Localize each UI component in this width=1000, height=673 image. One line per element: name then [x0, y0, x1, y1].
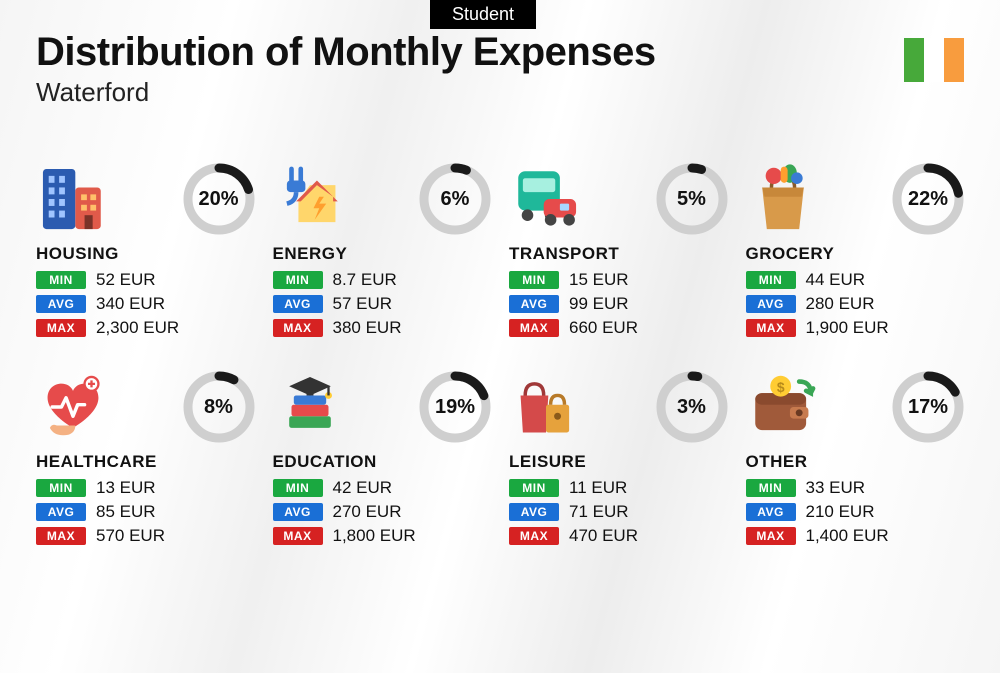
max-badge: MAX	[36, 527, 86, 545]
header: Distribution of Monthly Expenses Waterfo…	[36, 30, 656, 108]
max-badge: MAX	[273, 527, 323, 545]
avg-value: 270 EUR	[333, 502, 402, 522]
pct-value: 6%	[419, 163, 491, 235]
min-badge: MIN	[273, 271, 323, 289]
max-value: 470 EUR	[569, 526, 638, 546]
min-badge: MIN	[746, 479, 796, 497]
pct-ring: 17%	[892, 371, 964, 443]
expense-card-education: 19% EDUCATION MIN 42 EUR AVG 270 EUR MAX…	[273, 370, 492, 550]
category-name: ENERGY	[273, 244, 492, 264]
health-icon	[36, 370, 110, 444]
category-name: HEALTHCARE	[36, 452, 255, 472]
max-badge: MAX	[273, 319, 323, 337]
category-name: GROCERY	[746, 244, 965, 264]
max-badge: MAX	[746, 527, 796, 545]
min-value: 42 EUR	[333, 478, 393, 498]
grocery-icon	[746, 162, 820, 236]
max-value: 380 EUR	[333, 318, 402, 338]
avg-value: 280 EUR	[806, 294, 875, 314]
pct-value: 19%	[419, 371, 491, 443]
avg-value: 210 EUR	[806, 502, 875, 522]
pct-ring: 3%	[656, 371, 728, 443]
expense-card-other: $ 17% OTHER MIN 33 EUR AVG 210 EUR MAX 1…	[746, 370, 965, 550]
leisure-icon	[509, 370, 583, 444]
pct-ring: 6%	[419, 163, 491, 235]
page-subtitle: Waterford	[36, 77, 656, 108]
pct-ring: 8%	[183, 371, 255, 443]
category-name: TRANSPORT	[509, 244, 728, 264]
max-badge: MAX	[36, 319, 86, 337]
max-badge: MAX	[509, 527, 559, 545]
education-icon	[273, 370, 347, 444]
avg-value: 85 EUR	[96, 502, 156, 522]
category-name: EDUCATION	[273, 452, 492, 472]
max-value: 2,300 EUR	[96, 318, 179, 338]
min-value: 33 EUR	[806, 478, 866, 498]
pct-ring: 20%	[183, 163, 255, 235]
max-badge: MAX	[509, 319, 559, 337]
avg-badge: AVG	[509, 503, 559, 521]
max-value: 1,400 EUR	[806, 526, 889, 546]
expense-card-healthcare: 8% HEALTHCARE MIN 13 EUR AVG 85 EUR MAX …	[36, 370, 255, 550]
min-badge: MIN	[273, 479, 323, 497]
min-value: 52 EUR	[96, 270, 156, 290]
avg-badge: AVG	[36, 503, 86, 521]
page-title: Distribution of Monthly Expenses	[36, 30, 656, 75]
min-badge: MIN	[746, 271, 796, 289]
expense-grid: 20% HOUSING MIN 52 EUR AVG 340 EUR MAX 2…	[36, 162, 964, 550]
pct-ring: 19%	[419, 371, 491, 443]
pct-value: 20%	[183, 163, 255, 235]
avg-badge: AVG	[273, 503, 323, 521]
pct-value: 3%	[656, 371, 728, 443]
category-name: OTHER	[746, 452, 965, 472]
avg-value: 99 EUR	[569, 294, 629, 314]
student-tag: Student	[430, 0, 536, 29]
min-value: 8.7 EUR	[333, 270, 397, 290]
category-name: HOUSING	[36, 244, 255, 264]
expense-card-transport: 5% TRANSPORT MIN 15 EUR AVG 99 EUR MAX 6…	[509, 162, 728, 342]
max-value: 570 EUR	[96, 526, 165, 546]
min-badge: MIN	[36, 479, 86, 497]
min-value: 44 EUR	[806, 270, 866, 290]
expense-card-housing: 20% HOUSING MIN 52 EUR AVG 340 EUR MAX 2…	[36, 162, 255, 342]
max-value: 1,800 EUR	[333, 526, 416, 546]
avg-value: 57 EUR	[333, 294, 393, 314]
expense-card-energy: 6% ENERGY MIN 8.7 EUR AVG 57 EUR MAX 380…	[273, 162, 492, 342]
avg-badge: AVG	[36, 295, 86, 313]
avg-badge: AVG	[746, 503, 796, 521]
pct-ring: 22%	[892, 163, 964, 235]
min-badge: MIN	[509, 271, 559, 289]
expense-card-grocery: 22% GROCERY MIN 44 EUR AVG 280 EUR MAX 1…	[746, 162, 965, 342]
transport-icon	[509, 162, 583, 236]
pct-value: 5%	[656, 163, 728, 235]
max-value: 660 EUR	[569, 318, 638, 338]
min-value: 13 EUR	[96, 478, 156, 498]
buildings-icon	[36, 162, 110, 236]
max-badge: MAX	[746, 319, 796, 337]
category-name: LEISURE	[509, 452, 728, 472]
pct-ring: 5%	[656, 163, 728, 235]
max-value: 1,900 EUR	[806, 318, 889, 338]
min-badge: MIN	[36, 271, 86, 289]
min-value: 15 EUR	[569, 270, 629, 290]
energy-icon	[273, 162, 347, 236]
avg-badge: AVG	[509, 295, 559, 313]
avg-value: 71 EUR	[569, 502, 629, 522]
wallet-icon: $	[746, 370, 820, 444]
avg-badge: AVG	[746, 295, 796, 313]
avg-value: 340 EUR	[96, 294, 165, 314]
ireland-flag-icon	[904, 38, 964, 82]
expense-card-leisure: 3% LEISURE MIN 11 EUR AVG 71 EUR MAX 470…	[509, 370, 728, 550]
min-badge: MIN	[509, 479, 559, 497]
pct-value: 8%	[183, 371, 255, 443]
pct-value: 17%	[892, 371, 964, 443]
min-value: 11 EUR	[569, 478, 627, 498]
avg-badge: AVG	[273, 295, 323, 313]
svg-text:$: $	[776, 379, 784, 395]
pct-value: 22%	[892, 163, 964, 235]
